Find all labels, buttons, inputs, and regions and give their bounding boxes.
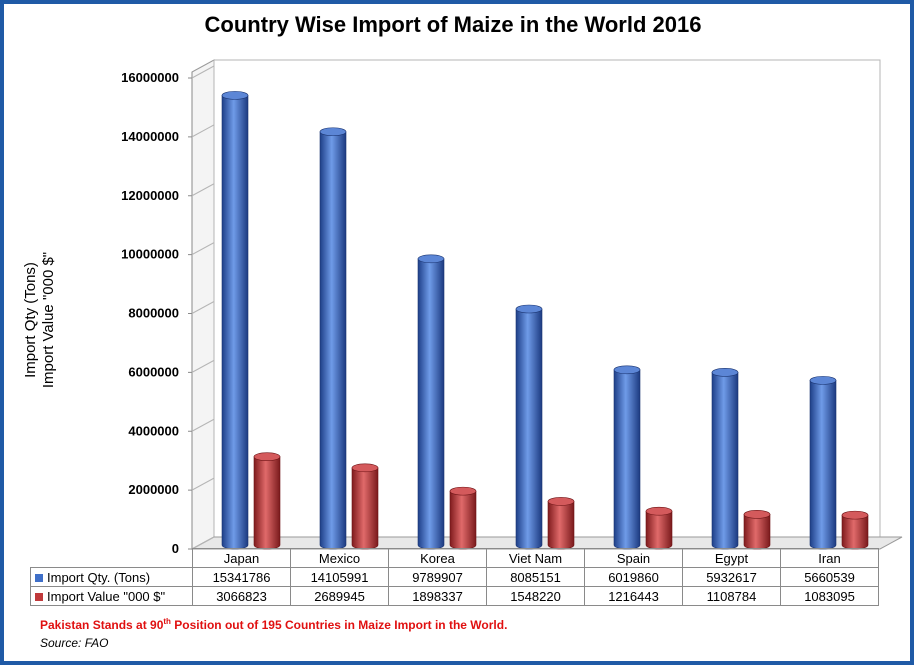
table-cell: 5932617 [682,567,781,587]
table-header-row: Japan Mexico Korea Viet Nam Spain Egypt … [30,548,879,568]
table-cell: 5660539 [780,567,879,587]
y-tick-diag [191,65,215,79]
y-tick-label: 10000000 [121,247,179,262]
y-tick-diag [191,242,215,256]
y-tick-diag [191,418,215,432]
bar-value-top [645,506,673,516]
table-header-cell: Japan [192,548,291,568]
bar-qty [319,131,347,550]
bar-value [449,490,477,550]
table-row-label: Import Value "000 $" [30,586,193,606]
table-cell: 9789907 [388,567,487,587]
table-cell: 3066823 [192,586,291,606]
y-tick-label: 14000000 [121,129,179,144]
table-cell: 1216443 [584,586,683,606]
legend-label-qty: Import Qty. (Tons) [47,569,151,585]
bar-qty-top [515,304,543,314]
y-tick-label: 12000000 [121,188,179,203]
table-row-value: Import Value "000 $" 3066823 2689945 189… [30,586,879,606]
y-tick-diag [191,477,215,491]
chart-title: Country Wise Import of Maize in the Worl… [204,12,702,37]
data-table: Japan Mexico Korea Viet Nam Spain Egypt … [30,548,879,606]
legend-key-red [35,593,43,602]
table-cell: 1548220 [486,586,585,606]
y-tick-diag [191,359,215,373]
table-cell: 8085151 [486,567,585,587]
table-cell: 1108784 [682,586,781,606]
bar-value [743,514,771,550]
footnote-text-rest: Position out of 195 Countries in Maize I… [170,618,508,632]
legend-label-value: Import Value "000 $" [47,588,166,604]
table-row-label: Import Qty. (Tons) [30,567,193,587]
side-wall [191,59,215,550]
y-tick-label: 8000000 [128,306,179,321]
bar-qty [613,369,641,550]
y-tick-diag [191,536,215,550]
bar-value [645,510,673,550]
table-header-cell: Mexico [290,548,389,568]
table-header-cell: Viet Nam [486,548,585,568]
bar-qty-top [319,127,347,137]
bar-qty [515,308,543,550]
bar-qty [711,372,739,550]
bar-qty [221,95,249,550]
table-cell: 1898337 [388,586,487,606]
bar-qty-top [613,365,641,375]
table-cell: 14105991 [290,567,389,587]
bar-qty [809,380,837,550]
bar-value-top [547,497,575,506]
y-tick-diag [191,301,215,314]
y-tick-label: 6000000 [128,364,179,379]
bar-value-top [743,510,771,519]
table-cell: 15341786 [192,567,291,587]
table-corner [30,548,193,568]
bar-qty-top [417,254,445,264]
bar-value-top [449,486,477,496]
bar-value-top [351,463,379,473]
bar-qty-top [711,368,739,377]
bar-value-top [253,452,281,462]
y-tick-label: 4000000 [128,423,179,438]
table-header-cell: Korea [388,548,487,568]
footnote-superscript: th [163,617,171,626]
y-tick-diag [191,124,215,138]
table-header-cell: Iran [780,548,879,568]
table-cell: 2689945 [290,586,389,606]
back-wall [213,59,881,538]
bar-value [841,514,869,550]
legend-key-blue [35,574,43,583]
bar-value [351,467,379,550]
y-tick-diag [191,183,215,197]
bar-qty-top [809,376,837,385]
table-header-cell: Spain [584,548,683,568]
y-tick-label: 2000000 [128,482,179,497]
source-note: Source: FAO [40,636,109,650]
y-tick-label: 16000000 [121,70,179,85]
table-row-qty: Import Qty. (Tons) 15341786 14105991 978… [30,567,879,587]
table-cell: 6019860 [584,567,683,587]
bar-value [253,456,281,550]
bar-value [547,501,575,550]
table-header-cell: Egypt [682,548,781,568]
table-cell: 1083095 [780,586,879,606]
bar-qty [417,258,445,550]
bar-qty-top [221,91,249,100]
footnote-text: Pakistan Stands at 90 [40,618,164,632]
footnote: Pakistan Stands at 90th Position out of … [40,617,507,632]
bar-value-top [841,510,869,520]
